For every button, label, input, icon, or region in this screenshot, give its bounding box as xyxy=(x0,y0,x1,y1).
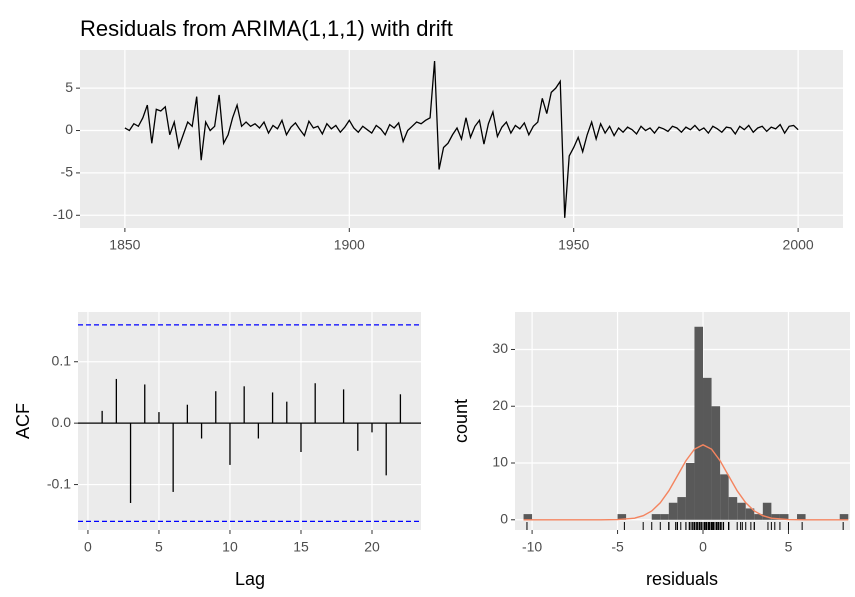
histogram-bar xyxy=(660,514,669,520)
x-tick-label: 5 xyxy=(155,539,163,555)
histogram-bar xyxy=(685,463,695,520)
x-tick-label: 1900 xyxy=(334,237,365,253)
histogram-bar xyxy=(771,514,780,520)
residual-line xyxy=(124,60,799,218)
x-tick-label: 5 xyxy=(785,539,793,555)
histogram-bar xyxy=(617,514,627,520)
y-tick-label: 20 xyxy=(492,397,508,413)
x-tick-label: 1850 xyxy=(109,237,140,253)
histogram-bar xyxy=(737,502,746,520)
y-tick-label: -5 xyxy=(61,164,74,180)
panel-background xyxy=(515,312,850,530)
histogram-bar xyxy=(694,326,704,520)
panel-background xyxy=(78,312,421,530)
histogram-bar xyxy=(728,497,738,520)
x-tick-label: 20 xyxy=(364,539,380,555)
histogram-bar xyxy=(677,497,686,520)
normal-curve xyxy=(523,444,849,521)
histogram-bar xyxy=(668,502,678,520)
y-tick-label: 5 xyxy=(65,79,73,95)
y-tick-label: -0.1 xyxy=(47,475,71,491)
histogram-bar xyxy=(703,377,712,520)
histogram-bar xyxy=(762,502,772,520)
x-tick-label: 0 xyxy=(699,539,707,555)
y-axis-title: ACF xyxy=(13,403,33,439)
y-tick-label: 0 xyxy=(500,510,508,526)
histogram-bar xyxy=(754,514,763,520)
histogram-bar xyxy=(711,406,721,520)
y-tick-label: 10 xyxy=(492,454,508,470)
x-axis-title: residuals xyxy=(646,569,718,589)
x-tick-label: 15 xyxy=(293,539,309,555)
y-tick-label: 0 xyxy=(65,121,73,137)
y-axis-title: count xyxy=(451,399,471,443)
x-tick-label: -5 xyxy=(611,539,624,555)
y-tick-label: 0.1 xyxy=(52,352,72,368)
y-tick-label: 0.0 xyxy=(52,414,72,430)
x-tick-label: 0 xyxy=(84,539,92,555)
x-tick-label: 1950 xyxy=(558,237,589,253)
y-tick-label: 30 xyxy=(492,340,508,356)
histogram-bar xyxy=(839,514,849,520)
histogram-bar xyxy=(779,514,789,520)
x-axis-title: Lag xyxy=(235,569,265,589)
x-tick-label: 10 xyxy=(222,539,238,555)
histogram-bar xyxy=(797,514,806,520)
chart-title: Residuals from ARIMA(1,1,1) with drift xyxy=(80,16,453,41)
histogram-bar xyxy=(651,514,661,520)
histogram-bar xyxy=(720,474,729,520)
x-tick-label: -10 xyxy=(522,539,542,555)
histogram-bar xyxy=(523,514,533,520)
histogram-bar xyxy=(745,508,755,520)
x-tick-label: 2000 xyxy=(783,237,814,253)
y-tick-label: -10 xyxy=(53,206,73,222)
